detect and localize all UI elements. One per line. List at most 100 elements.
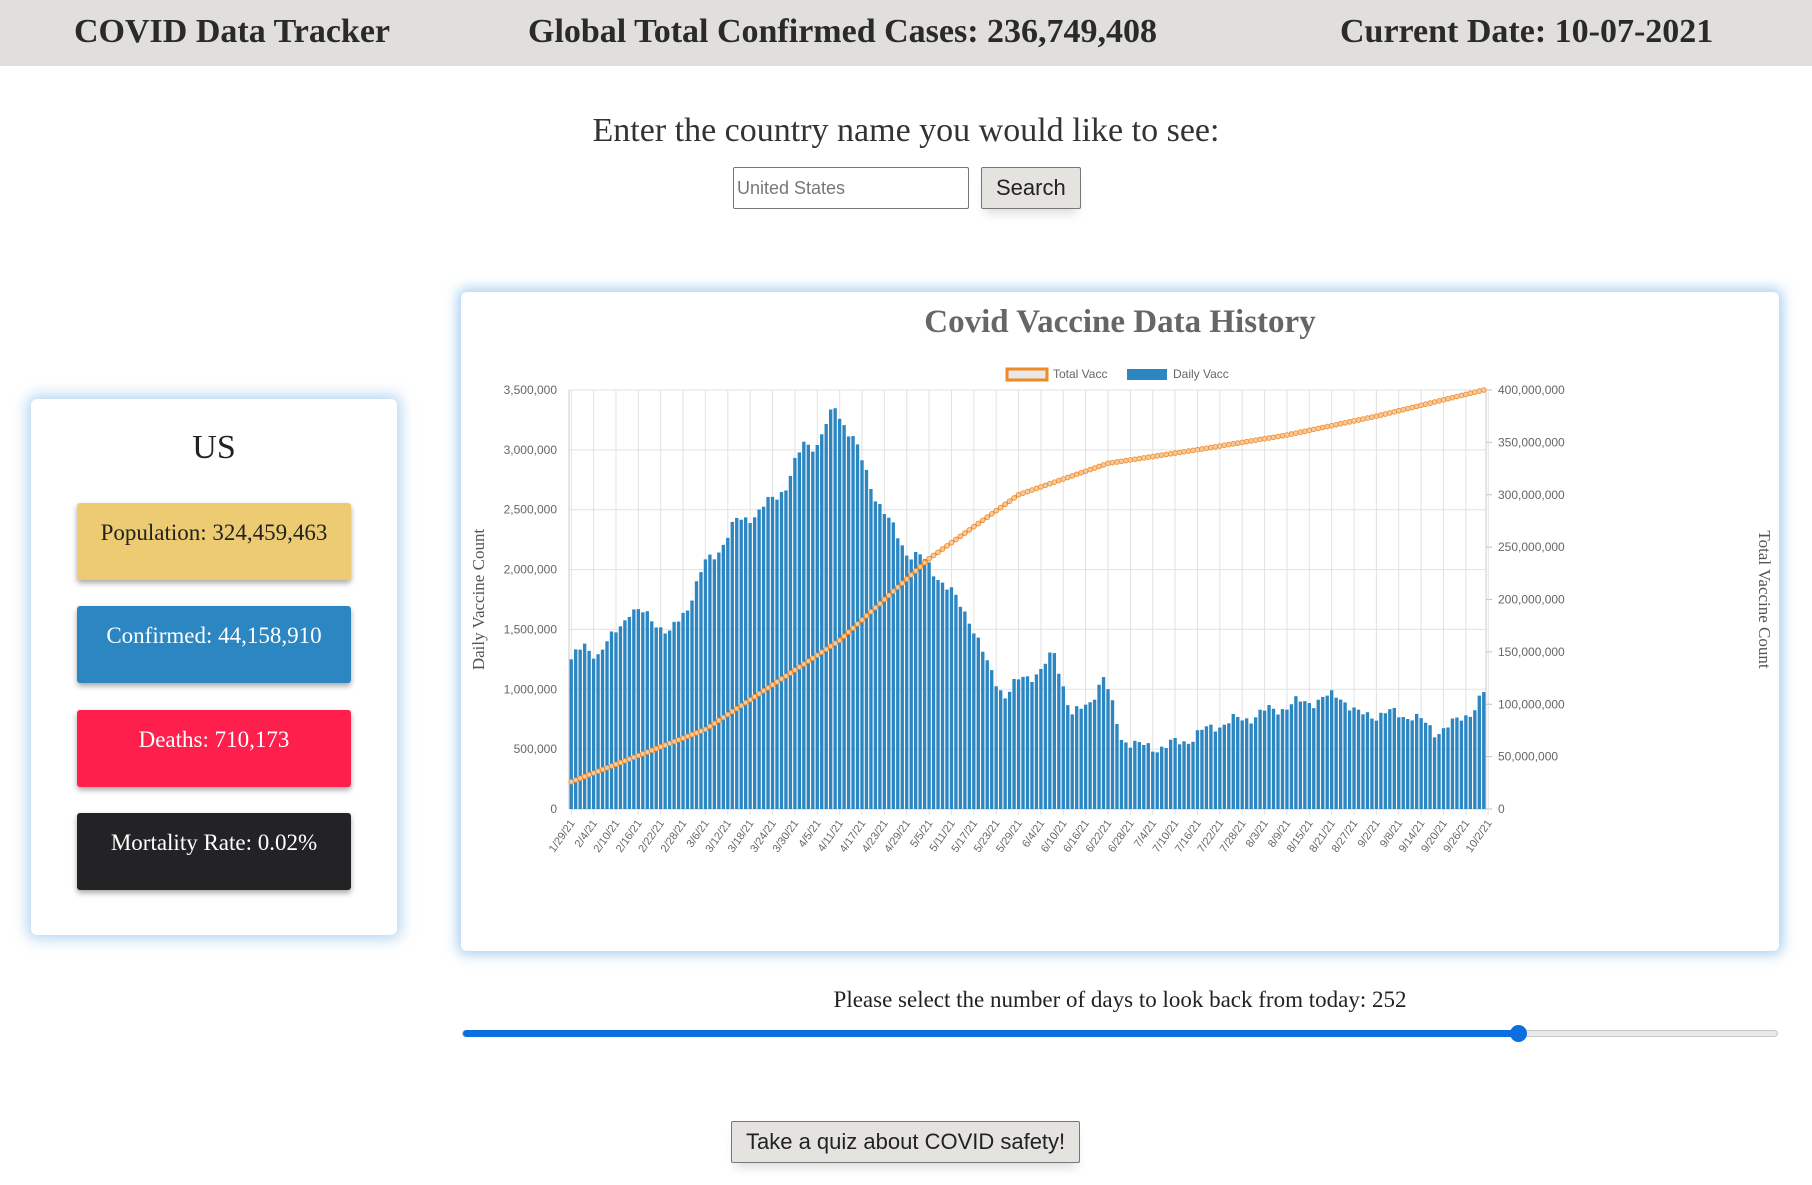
daily-vacc-bar — [1455, 717, 1459, 809]
daily-vacc-bar — [1204, 726, 1209, 809]
deaths-stat: Deaths: 710,173 — [77, 710, 351, 787]
days-slider[interactable] — [462, 1025, 1778, 1042]
daily-vacc-bar — [1043, 663, 1048, 809]
daily-vacc-bar — [1343, 702, 1347, 809]
daily-vacc-bar — [896, 538, 900, 809]
y2-tick-label: 350,000,000 — [1498, 435, 1565, 449]
days-slider-thumb[interactable] — [1510, 1025, 1528, 1042]
daily-vacc-bar — [757, 509, 761, 809]
daily-vacc-bar — [1321, 696, 1325, 809]
daily-vacc-bar — [958, 606, 963, 809]
daily-vacc-bar — [1137, 742, 1142, 809]
total-vacc-point — [1221, 442, 1228, 449]
daily-vacc-bar — [1432, 737, 1437, 809]
total-vacc-point — [868, 608, 874, 615]
total-vacc-point — [1149, 453, 1156, 460]
total-vacc-point — [1319, 424, 1326, 431]
daily-vacc-bar — [905, 555, 909, 809]
daily-vacc-bar — [918, 554, 922, 809]
daily-vacc-bar — [600, 649, 605, 809]
daily-vacc-bar — [569, 659, 573, 809]
search-prompt: Enter the country name you would like to… — [592, 112, 1220, 149]
total-vacc-point — [756, 690, 762, 697]
daily-vacc-bar — [1097, 684, 1101, 809]
daily-vacc-bar — [708, 554, 712, 809]
daily-vacc-bar — [1142, 744, 1146, 809]
daily-vacc-bar — [1428, 725, 1432, 809]
daily-vacc-bar — [1079, 708, 1083, 809]
total-vacc-point — [997, 504, 1004, 511]
daily-vacc-bar — [949, 587, 954, 809]
total-vacc-point — [939, 546, 946, 552]
daily-vacc-bar — [766, 496, 770, 809]
total-vacc-point — [1480, 387, 1487, 393]
total-vacc-point — [1225, 441, 1232, 448]
total-vacc-point — [1118, 458, 1125, 465]
daily-vacc-bar — [1379, 712, 1383, 809]
total-vacc-point — [975, 520, 982, 527]
daily-vacc-bar — [744, 517, 748, 809]
daily-vacc-bar — [703, 559, 708, 809]
daily-vacc-bar — [891, 522, 895, 809]
y2-tick-label: 400,000,000 — [1498, 383, 1565, 397]
daily-vacc-bar — [582, 643, 587, 809]
mortality-rate-stat: Mortality Rate: 0.02% — [77, 813, 351, 890]
daily-vacc-bar — [1039, 668, 1043, 809]
daily-vacc-bar — [945, 589, 949, 809]
daily-vacc-bar — [1231, 713, 1235, 809]
total-vacc-point — [1266, 435, 1272, 441]
x-tick-label: 1/29/21 — [547, 818, 578, 855]
total-vacc-point — [1387, 410, 1393, 416]
total-vacc-point — [1284, 432, 1290, 438]
search-button[interactable]: Search — [981, 167, 1081, 209]
covid-quiz-button[interactable]: Take a quiz about COVID safety! — [731, 1121, 1081, 1163]
daily-vacc-bar — [1164, 747, 1168, 809]
total-vacc-point — [1203, 445, 1210, 452]
daily-vacc-bar — [1133, 740, 1137, 809]
search-bar: Search — [733, 167, 1081, 209]
daily-vacc-bar — [1307, 703, 1311, 809]
total-vacc-point — [716, 717, 722, 724]
total-vacc-point — [1333, 421, 1339, 428]
total-vacc-point — [1445, 395, 1451, 402]
daily-vacc-bar — [1383, 713, 1388, 809]
daily-vacc-bar — [1285, 709, 1289, 809]
daily-vacc-bar — [882, 514, 887, 809]
total-vacc-point — [1427, 400, 1433, 406]
daily-vacc-bar — [1124, 742, 1128, 809]
y2-tick-label: 100,000,000 — [1498, 697, 1565, 711]
daily-vacc-bar — [676, 621, 681, 809]
total-vacc-point — [778, 676, 785, 682]
total-vacc-point — [801, 661, 807, 667]
total-vacc-point — [738, 702, 745, 709]
daily-vacc-bar — [730, 521, 734, 809]
y-tick-label: 1,000,000 — [504, 682, 558, 696]
total-vacc-point — [1302, 428, 1308, 435]
y2-tick-label: 300,000,000 — [1498, 488, 1565, 502]
daily-vacc-bar — [967, 623, 972, 809]
country-search-input[interactable] — [733, 167, 969, 209]
total-vacc-point — [769, 682, 776, 688]
daily-vacc-bar — [1401, 717, 1405, 809]
total-vacc-point — [1378, 412, 1384, 418]
daily-vacc-bar — [1312, 708, 1316, 809]
total-vacc-point — [742, 699, 749, 706]
vaccine-history-chart: Covid Vaccine Data History Total Vacc Dail… — [469, 304, 1774, 855]
total-vacc-point — [1212, 443, 1219, 450]
total-vacc-point — [1181, 448, 1187, 455]
current-date: Current Date: 10-07-2021 — [1340, 13, 1714, 50]
total-vacc-point — [1413, 403, 1420, 410]
total-vacc-point — [1467, 390, 1474, 397]
total-vacc-point — [805, 658, 812, 664]
daily-vacc-bar — [1088, 702, 1092, 809]
daily-vacc-bar — [609, 631, 614, 809]
daily-vacc-bar — [909, 559, 913, 809]
total-vacc-point — [1337, 420, 1344, 427]
daily-vacc-bar — [1160, 746, 1164, 809]
days-slider-fill — [463, 1030, 1519, 1037]
total-vacc-point — [881, 596, 888, 603]
daily-vacc-bar — [1482, 692, 1486, 809]
daily-vacc-bar — [726, 537, 730, 809]
daily-vacc-bar — [1191, 741, 1195, 809]
daily-vacc-bar — [770, 496, 775, 809]
